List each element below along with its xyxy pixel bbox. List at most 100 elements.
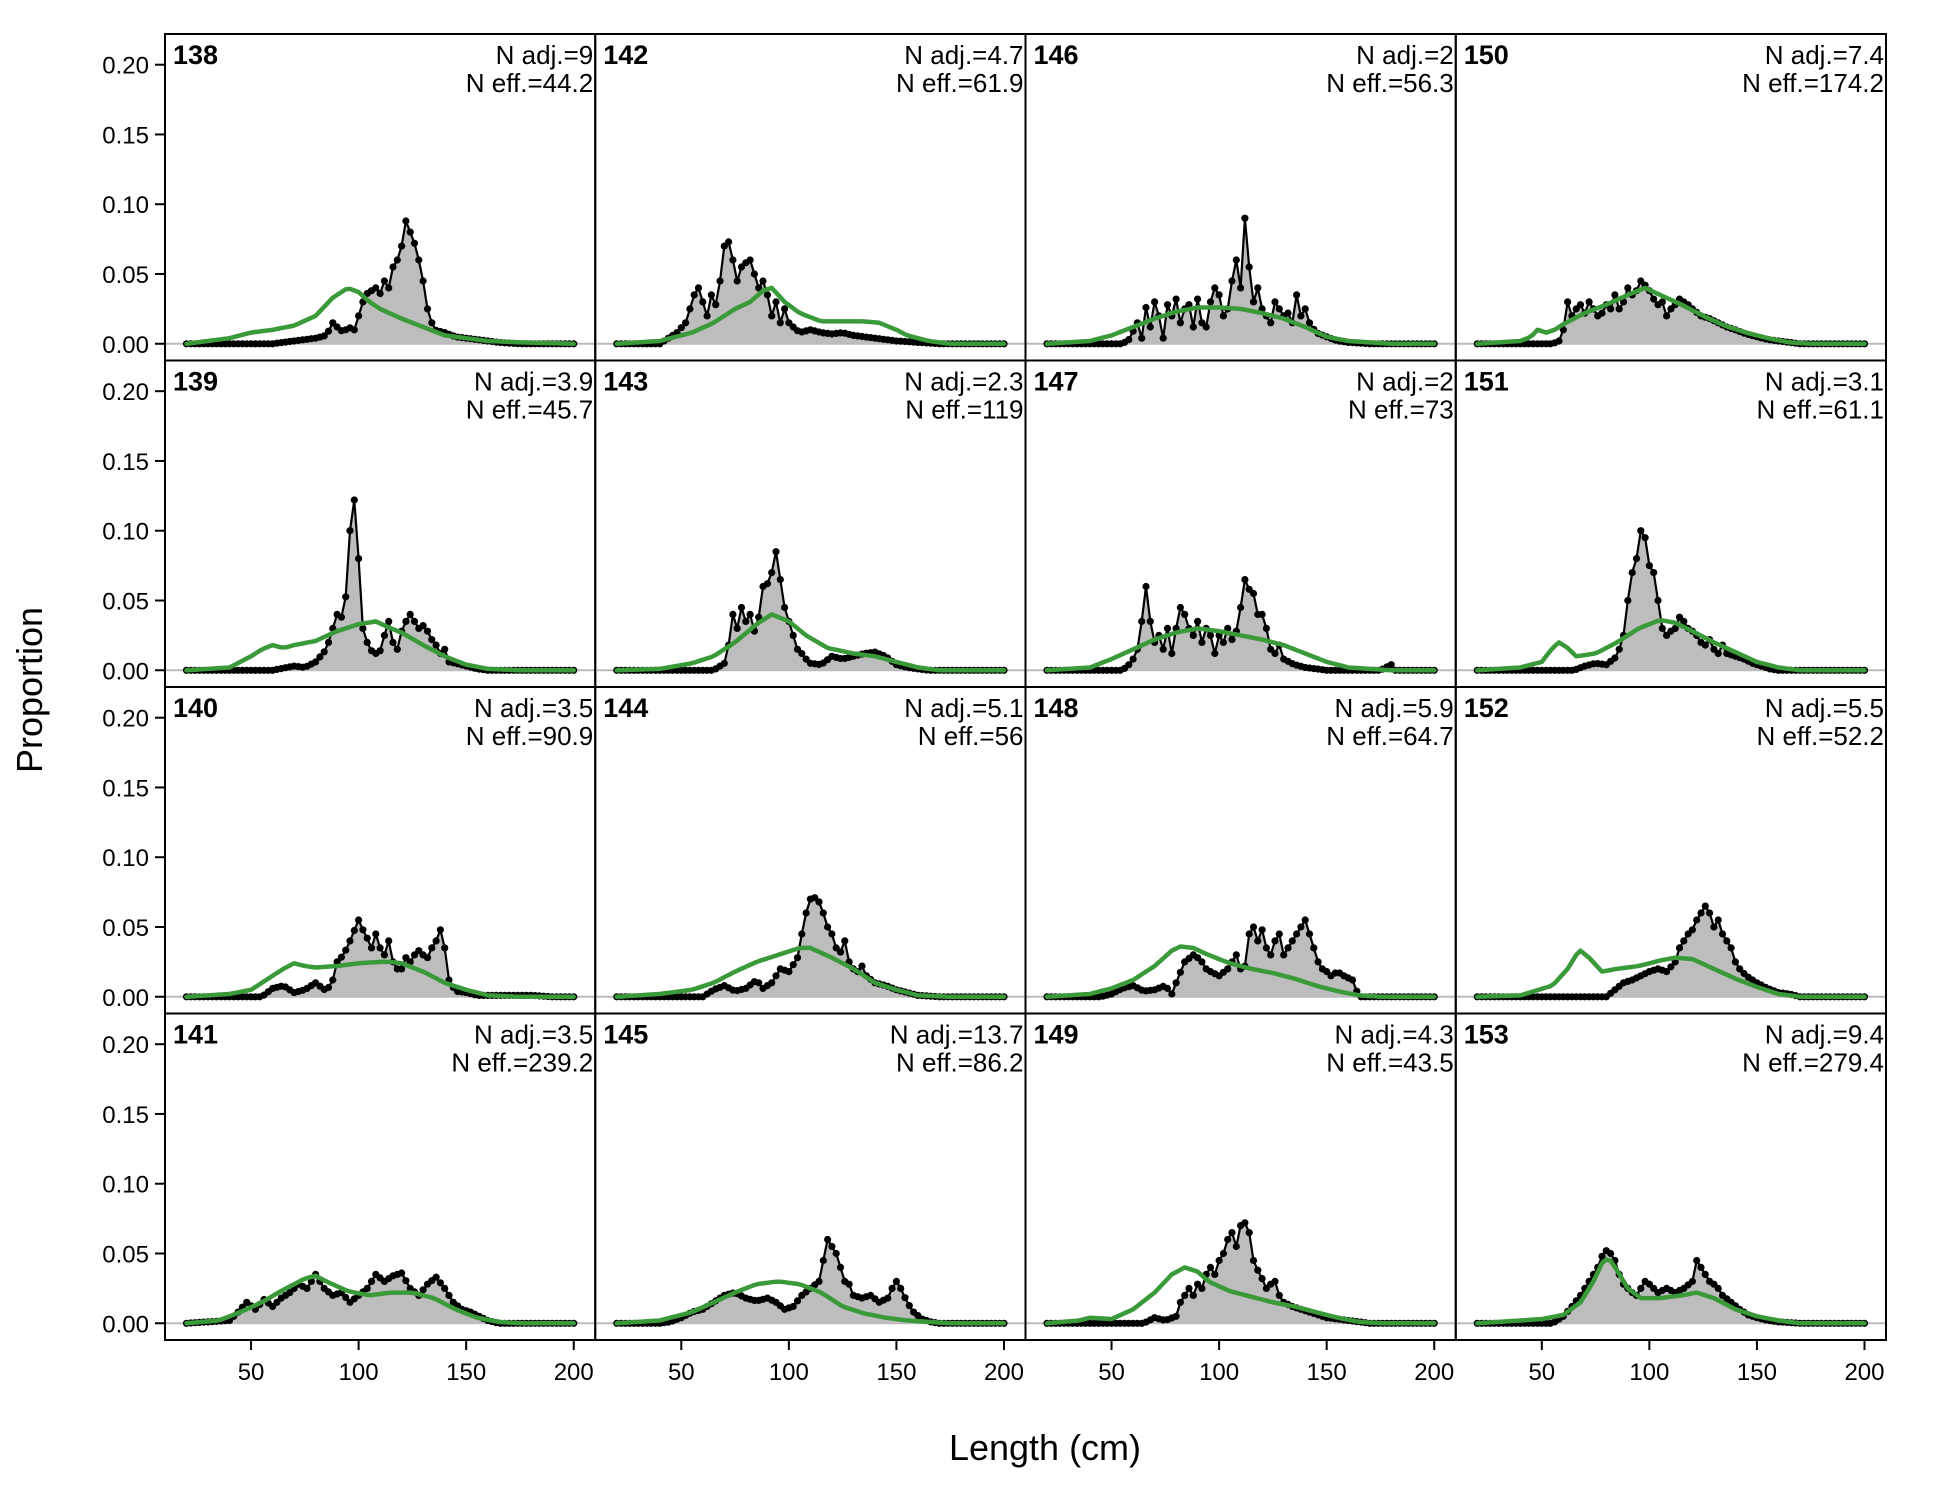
y-tick-label: 0.00 — [102, 1311, 149, 1338]
x-tick-label: 50 — [238, 1359, 265, 1386]
observed-point — [372, 284, 380, 292]
observed-area — [186, 500, 574, 671]
observed-point — [432, 641, 440, 649]
observed-point — [1697, 909, 1705, 917]
y-tick-label: 0.15 — [102, 775, 149, 802]
x-tick-label: 200 — [984, 1359, 1024, 1386]
observed-area — [1477, 530, 1865, 671]
observed-point — [1706, 909, 1714, 917]
observed-point — [1267, 951, 1275, 959]
n-adj-label: N adj.=5.1 — [904, 693, 1023, 723]
observed-point — [1731, 958, 1739, 966]
y-tick-label: 0.15 — [102, 122, 149, 149]
observed-point — [337, 953, 345, 961]
observed-point — [1258, 610, 1266, 619]
observed-point — [1181, 610, 1189, 619]
n-adj-label: N adj.=5.9 — [1335, 693, 1454, 723]
observed-point — [1125, 661, 1133, 669]
observed-point — [1714, 1284, 1722, 1292]
panel-146: 146 N adj.=2N eff.=56.3 — [1024, 33, 1457, 362]
observed-point — [1284, 309, 1292, 317]
observed-point — [1228, 1229, 1236, 1237]
observed-area — [616, 241, 1004, 344]
panel-145: 145 N adj.=13.7N eff.=86.2 — [594, 1012, 1027, 1341]
n-eff-label: N eff.=45.7 — [466, 395, 593, 425]
observed-point — [772, 972, 780, 980]
x-tick-label: 150 — [1307, 1359, 1347, 1386]
x-tick-label: 200 — [1844, 1359, 1884, 1386]
observed-point — [1241, 214, 1249, 222]
observed-point — [1262, 944, 1270, 952]
y-tick-label: 0.20 — [102, 706, 149, 733]
observed-point — [733, 277, 741, 285]
observed-point — [1680, 937, 1688, 945]
observed-point — [419, 622, 427, 630]
panel-label: 153 — [1464, 1020, 1509, 1050]
n-eff-label: N eff.=64.7 — [1326, 721, 1453, 751]
x-axis-label: Length (cm) — [949, 1427, 1141, 1468]
observed-point — [1628, 569, 1636, 577]
observed-point — [1611, 291, 1619, 299]
observed-point — [1598, 1252, 1606, 1260]
panel-label: 143 — [603, 367, 648, 397]
observed-point — [1249, 589, 1258, 598]
observed-point — [1249, 1256, 1258, 1265]
n-adj-label: N adj.=9.4 — [1765, 1020, 1884, 1050]
observed-point — [1650, 295, 1658, 303]
observed-line — [616, 550, 1004, 672]
observed-point — [755, 284, 763, 292]
observed-point — [1710, 923, 1718, 931]
observed-point — [1293, 291, 1301, 299]
observed-point — [1658, 298, 1666, 306]
observed-area — [1047, 218, 1435, 344]
observed-point — [1667, 963, 1675, 971]
n-adj-label: N adj.=3.5 — [474, 693, 593, 723]
panel-label: 145 — [603, 1020, 648, 1050]
observed-point — [742, 617, 750, 626]
observed-point — [1258, 1275, 1266, 1283]
observed-point — [1198, 638, 1206, 647]
observed-point — [1245, 263, 1253, 271]
observed-point — [1219, 312, 1227, 320]
observed-point — [1293, 930, 1301, 938]
observed-point — [750, 270, 759, 278]
y-tick-label: 0.05 — [102, 1241, 149, 1268]
panel-140: 140 N adj.=3.5N eff.=90.9 — [164, 686, 597, 1015]
observed-point — [703, 312, 711, 320]
observed-point — [1254, 1266, 1262, 1274]
x-tick-label: 100 — [769, 1359, 809, 1386]
panel-label: 148 — [1034, 693, 1079, 723]
observed-point — [824, 1235, 832, 1244]
observed-point — [1189, 1291, 1197, 1299]
observed-point — [1271, 1277, 1279, 1285]
x-tick-label: 200 — [1414, 1359, 1454, 1386]
observed-point — [428, 319, 436, 327]
observed-point — [729, 610, 737, 619]
observed-point — [793, 1297, 802, 1305]
panel-label: 140 — [173, 693, 218, 723]
observed-point — [380, 277, 388, 285]
observed-point — [1645, 562, 1653, 570]
observed-point — [1641, 534, 1649, 542]
observed-point — [1249, 298, 1258, 306]
observed-point — [1159, 334, 1167, 342]
observed-point — [768, 312, 776, 320]
observed-point — [1680, 617, 1688, 626]
observed-point — [445, 1291, 453, 1299]
observed-point — [1675, 944, 1684, 952]
n-adj-label: N adj.=7.4 — [1765, 40, 1884, 70]
observed-point — [363, 934, 371, 942]
panel-148: 148 N adj.=5.9N eff.=64.7 — [1024, 686, 1457, 1015]
observed-point — [746, 256, 754, 264]
observed-point — [1245, 1229, 1253, 1237]
observed-point — [763, 291, 772, 299]
observed-point — [1185, 1284, 1193, 1292]
observed-point — [1224, 624, 1232, 633]
observed-area — [1047, 1222, 1435, 1324]
panel-138: 138 N adj.=9N eff.=44.2 — [164, 33, 597, 362]
observed-point — [1172, 1312, 1180, 1320]
observed-point — [1245, 930, 1253, 938]
observed-point — [342, 946, 350, 954]
expected-line — [1044, 1265, 1437, 1326]
